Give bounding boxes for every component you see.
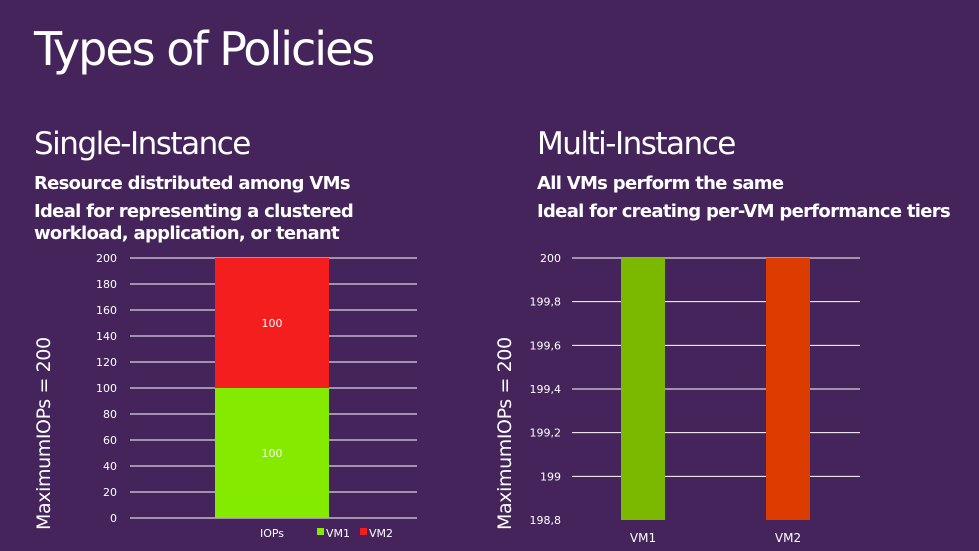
legend-swatch-vm2	[360, 528, 367, 535]
right-y-tick-label: 199,2	[530, 427, 562, 440]
single-instance-line-2: Ideal for representing a clustered workl…	[34, 201, 354, 244]
left-y-tick-label: 200	[96, 252, 117, 265]
bar-vm2	[766, 258, 810, 520]
left-y-tick-label: 20	[103, 486, 117, 499]
multi-instance-heading: Multi-Instance	[537, 126, 736, 162]
right-y-tick-label: 199,6	[530, 339, 562, 352]
left-y-tick-label: 0	[110, 512, 117, 525]
data-label-vm1: 100	[262, 447, 283, 460]
left-y-tick-label: 60	[103, 434, 117, 447]
left-y-tick-label: 180	[96, 278, 117, 291]
x-tick-label-vm2: VM2	[775, 531, 801, 545]
multi-instance-line-2: Ideal for creating per-VM performance ti…	[537, 201, 951, 222]
left-y-tick-label: 120	[96, 356, 117, 369]
left-y-tick-label: 100	[96, 382, 117, 395]
left-y-tick-label: 40	[103, 460, 117, 473]
x-tick-label-iops: IOPs	[260, 527, 284, 540]
legend-swatch-vm1	[317, 528, 324, 535]
x-tick-label-vm1: VM1	[630, 531, 656, 545]
single-instance-line-1: Resource distributed among VMs	[34, 173, 351, 194]
right-y-tick-label: 199,8	[530, 296, 562, 309]
legend-label-vm1: VM1	[326, 527, 350, 540]
right-y-tick-label: 199	[540, 470, 561, 483]
bar-vm1	[621, 258, 665, 520]
left-y-tick-label: 80	[103, 408, 117, 421]
single-instance-heading: Single-Instance	[34, 126, 251, 162]
right-y-tick-label: 198,8	[530, 514, 562, 527]
right-tick-labels: 198,8 199 199,2 199,4 199,6 199,8 200	[530, 252, 562, 527]
data-label-vm2: 100	[262, 317, 283, 330]
right-y-tick-label: 199,4	[530, 383, 562, 396]
multi-instance-chart: 198,8 199 199,2 199,4 199,6 199,8 200 VM1 VM2	[530, 252, 860, 545]
single-instance-chart: 0 20 40 60 80 100 120 140 160 180 200 100 100 IOPs…	[96, 252, 417, 540]
bar-iops-vm1	[215, 388, 329, 518]
legend-label-vm2: VM2	[369, 527, 393, 540]
multi-instance-line-1: All VMs perform the same	[537, 173, 784, 194]
single-instance-description: Resource distributed among VMs Ideal for…	[34, 170, 444, 245]
left-tick-labels: 0 20 40 60 80 100 120 140 160 180 200	[96, 252, 117, 525]
right-gridlines	[572, 257, 860, 477]
page-title: Types of Policies	[34, 22, 375, 76]
multi-instance-description: All VMs perform the same Ideal for creat…	[537, 170, 967, 223]
left-y-tick-label: 140	[96, 330, 117, 343]
bar-iops-vm2	[215, 258, 329, 388]
right-y-tick-label: 200	[540, 252, 561, 265]
left-y-tick-label: 160	[96, 304, 117, 317]
